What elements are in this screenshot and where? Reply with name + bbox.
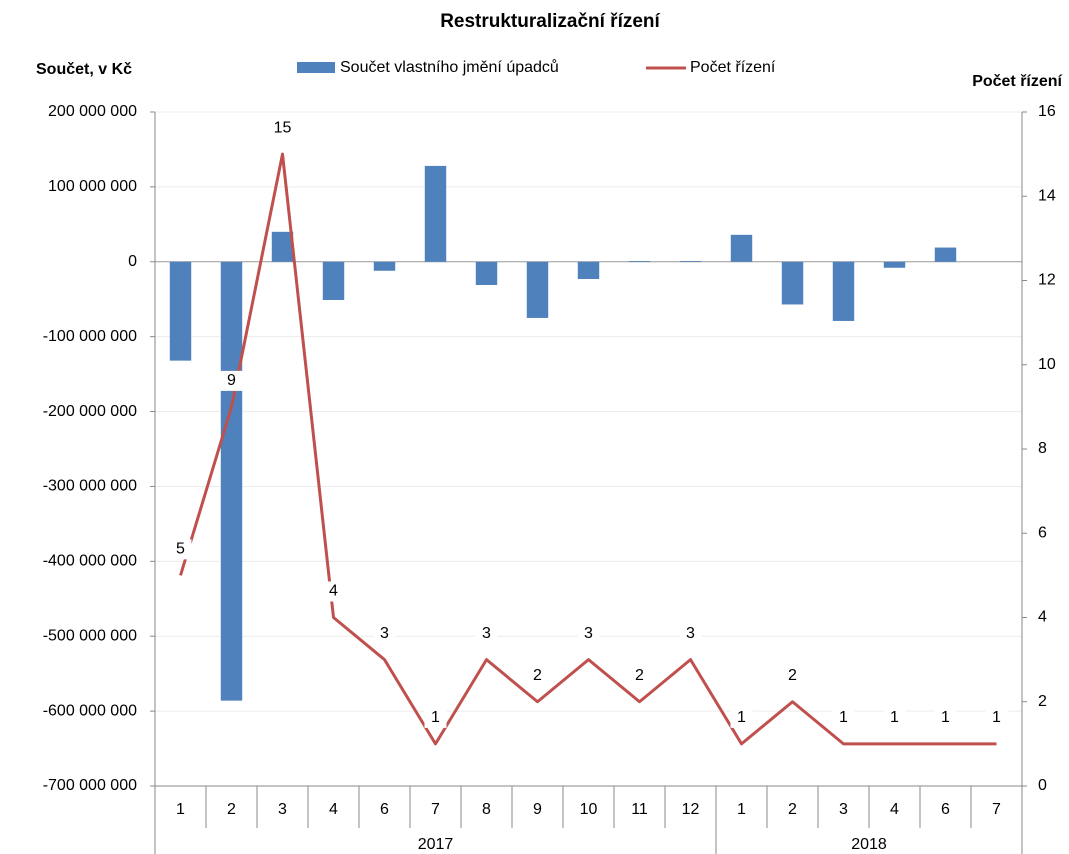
bar — [526, 261, 549, 318]
bar — [271, 231, 294, 262]
label-background — [934, 707, 957, 728]
bar — [577, 261, 600, 280]
label-background — [220, 370, 243, 391]
label-background — [883, 707, 906, 728]
y2-axis-title: Počet řízení — [972, 73, 1062, 90]
data-label: 1 — [890, 709, 899, 726]
data-label: 3 — [584, 625, 593, 642]
chart-title: Restrukturalizační řízení — [440, 11, 660, 32]
y2-tick-label: 12 — [1038, 272, 1056, 289]
y2-tick-label: 4 — [1038, 609, 1047, 626]
y2-tick-label: 14 — [1038, 187, 1056, 204]
x-tick-label: 3 — [839, 801, 848, 818]
y2-tick-label: 16 — [1038, 103, 1056, 120]
data-label: 4 — [329, 583, 338, 600]
data-label: 3 — [482, 625, 491, 642]
y-tick-label: -400 000 000 — [43, 553, 137, 570]
bar — [169, 261, 192, 361]
x-tick-label: 3 — [278, 801, 287, 818]
legend-label: Součet vlastního jmění úpadců — [340, 58, 559, 76]
data-label: 3 — [686, 625, 695, 642]
y-tick-label: 200 000 000 — [48, 103, 137, 120]
y-tick-label: 0 — [128, 253, 137, 270]
y-axis-title: Součet, v Kč — [36, 61, 132, 78]
bar — [883, 261, 906, 268]
data-label: 2 — [635, 667, 644, 684]
data-label: 2 — [788, 667, 797, 684]
label-background — [475, 623, 498, 644]
bar — [475, 261, 498, 285]
bar — [373, 261, 396, 271]
label-background — [679, 623, 702, 644]
label-background — [424, 707, 447, 728]
legend-label: Počet řízení — [690, 59, 776, 76]
x-group-label: 2018 — [851, 836, 887, 853]
line — [179, 152, 997, 746]
data-label: 15 — [274, 119, 292, 136]
data-label: 1 — [839, 709, 848, 726]
y-tick-label: -600 000 000 — [43, 702, 137, 719]
data-label: 1 — [941, 709, 950, 726]
data-label: 9 — [227, 372, 236, 389]
bar — [730, 234, 753, 262]
data-label: 1 — [992, 709, 1001, 726]
bar — [832, 261, 855, 321]
x-group-label: 2017 — [418, 836, 454, 853]
label-background — [577, 623, 600, 644]
label-background — [730, 707, 753, 728]
x-tick-label: 1 — [737, 801, 746, 818]
x-tick-label: 4 — [329, 801, 338, 818]
y-tick-label: -100 000 000 — [43, 328, 137, 345]
y2-tick-label: 2 — [1038, 693, 1047, 710]
x-tick-label: 1 — [176, 801, 185, 818]
label-background — [526, 665, 549, 686]
data-label: 2 — [533, 667, 542, 684]
x-tick-label: 7 — [431, 801, 440, 818]
data-label: 5 — [176, 541, 185, 558]
x-tick-label: 6 — [941, 801, 950, 818]
x-tick-label: 11 — [631, 801, 648, 818]
x-tick-label: 8 — [482, 801, 491, 818]
x-tick-label: 4 — [890, 801, 899, 818]
label-background — [985, 707, 1008, 728]
x-tick-label: 2 — [227, 801, 236, 818]
data-label: 1 — [737, 709, 746, 726]
label-background — [781, 665, 804, 686]
label-background — [271, 118, 294, 139]
bar — [424, 165, 447, 262]
label-background — [832, 707, 855, 728]
data-label: 3 — [380, 625, 389, 642]
label-background — [169, 539, 192, 560]
x-tick-label: 9 — [533, 801, 542, 818]
x-tick-label: 6 — [380, 801, 389, 818]
x-tick-label: 12 — [682, 801, 700, 818]
x-tick-label: 2 — [788, 801, 797, 818]
y-tick-label: -200 000 000 — [43, 403, 137, 420]
bar — [679, 261, 702, 262]
y-tick-label: -300 000 000 — [43, 478, 137, 495]
y2-tick-label: 10 — [1038, 356, 1056, 373]
y2-tick-label: 0 — [1038, 777, 1047, 794]
bar — [781, 261, 804, 305]
label-background — [628, 665, 651, 686]
x-tick-label: 7 — [992, 801, 1001, 818]
data-label: 1 — [431, 709, 440, 726]
bar — [934, 247, 957, 262]
legend-swatch — [297, 62, 335, 73]
bar — [322, 261, 345, 300]
x-tick-label: 10 — [580, 801, 598, 818]
y-tick-label: -500 000 000 — [43, 627, 137, 644]
label-background — [322, 581, 345, 602]
y-tick-label: 100 000 000 — [48, 178, 137, 195]
y-tick-label: -700 000 000 — [43, 777, 137, 794]
y2-tick-label: 6 — [1038, 524, 1047, 541]
bar — [628, 261, 651, 262]
bar — [220, 261, 243, 701]
label-background — [373, 623, 396, 644]
y2-tick-label: 8 — [1038, 440, 1047, 457]
